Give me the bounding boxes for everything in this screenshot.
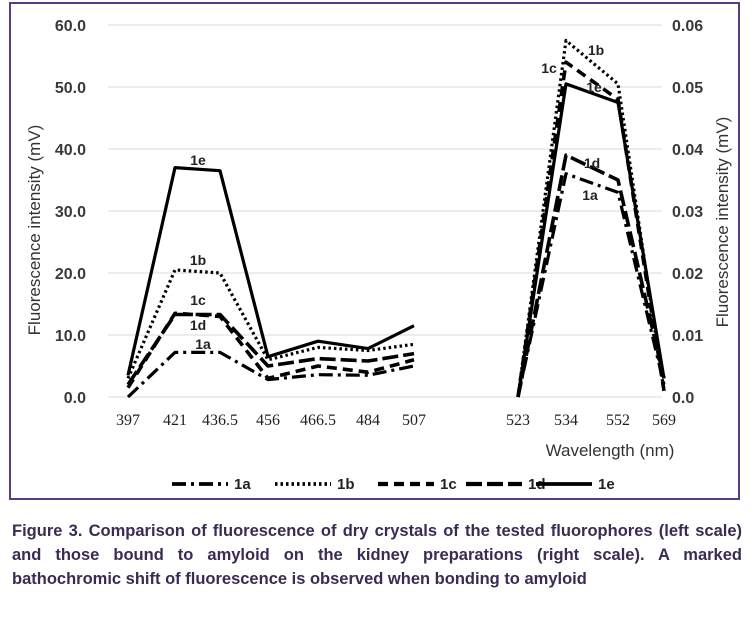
left-tick-label: 60.0 [55,18,86,35]
series-label: 1d [584,155,600,171]
series-label: 1a [195,336,211,352]
x-tick-label: 507 [402,412,426,429]
series-1b-left-line [126,268,415,380]
right-tick-label: 0.01 [672,328,703,345]
x-tick-label: 552 [606,412,630,429]
x-tick-label: 397 [116,412,140,429]
gridlines [108,24,662,398]
x-tick-label: 569 [652,412,676,429]
legend: 1a1b1c1d1e [172,476,615,493]
x-tick-label: 436.5 [202,412,238,429]
left-axis-title: Fluorescence intensity (mV) [25,125,44,336]
series-label: 1c [190,292,206,308]
series-1d-left-line [126,312,415,386]
series-label: 1a [582,187,598,203]
series-1c-left-line [126,311,415,389]
series-label: 1e [586,79,602,95]
right-tick-label: 0.0 [672,390,694,407]
series-1d-right-line [516,153,666,398]
right-axis-ticks: 0.0 0.01 0.02 0.03 0.04 0.05 0.06 [672,18,703,407]
x-tick-label: 523 [506,412,530,429]
legend-label-1e: 1e [598,476,615,493]
left-tick-label: 30.0 [55,204,86,221]
series-annotations: 1e 1b 1c 1d 1a 1b 1c 1e 1d 1a [190,42,604,352]
right-tick-label: 0.05 [672,80,703,97]
series-label: 1b [588,42,604,58]
x-tick-label: 534 [554,412,578,429]
x-axis-ticks: 397 421 436.5 456 466.5 484 507 523 534 552 569 [116,412,676,429]
x-tick-label: 421 [163,412,187,429]
left-tick-label: 10.0 [55,328,86,345]
x-tick-label: 456 [256,412,280,429]
series-1e-right-line [516,82,666,398]
caption-label: Figure 3. [12,522,83,540]
legend-label-1b: 1b [337,476,355,493]
left-tick-label: 20.0 [55,266,86,283]
left-tick-label: 50.0 [55,80,86,97]
right-tick-label: 0.02 [672,266,703,283]
x-axis-title: Wavelength (nm) [546,441,675,460]
left-tick-label: 40.0 [55,142,86,159]
legend-label-1a: 1a [234,476,251,493]
x-tick-label: 484 [356,412,380,429]
fluorescence-chart: 0.010.020.030.040.050.060.0 0.00.010.020… [25,18,732,493]
figure-frame [9,2,740,500]
right-tick-label: 0.03 [672,204,703,221]
series-1e-left-line [126,166,415,376]
series-lines [126,38,666,399]
left-tick-label: 0.0 [64,390,86,407]
legend-label-1c: 1c [440,476,457,493]
left-axis-ticks: 0.0 10.0 20.0 30.0 40.0 50.0 60.0 [55,18,86,407]
right-tick-label: 0.04 [672,142,703,159]
series-label: 1c [541,60,557,76]
series-label: 1d [190,317,206,333]
series-1c-right-line [516,60,666,398]
x-tick-label: 466.5 [300,412,336,429]
right-tick-label: 0.06 [672,18,703,35]
figure-caption: Figure 3. Comparison of fluorescence of … [12,519,742,591]
right-axis-title: Fluorescence intensity (mV) [713,117,732,328]
series-1a-right-line [516,172,666,398]
series-label: 1b [190,252,206,268]
series-label: 1e [190,152,206,168]
caption-text: Comparison of fluorescence of dry crysta… [12,522,743,588]
